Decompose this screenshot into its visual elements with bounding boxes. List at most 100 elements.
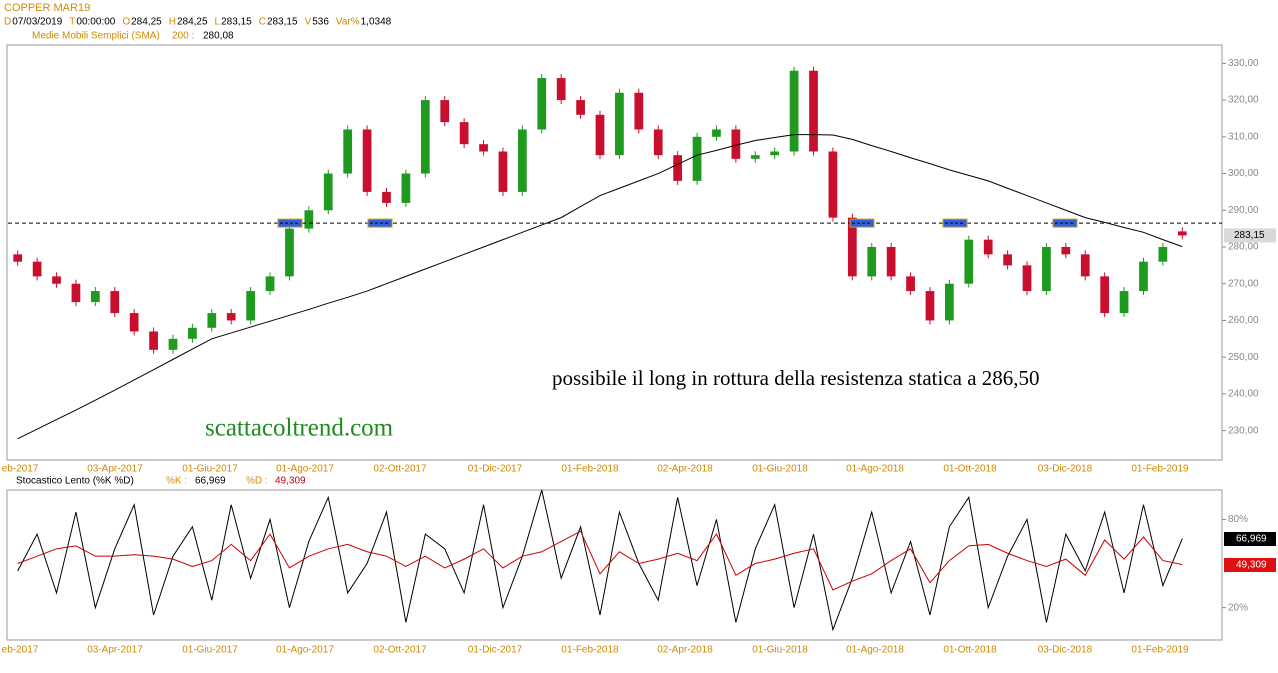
candle-body [188,327,197,339]
candle-body [285,228,294,277]
candle-body [1177,231,1187,236]
candle-body [498,151,508,192]
x-tick-label: 01-Dic-2017 [468,645,523,656]
watermark: scattacoltrend.com [205,415,394,442]
candle-body [906,276,915,292]
x-tick-label: 02-Ott-2017 [373,645,427,656]
info-key: T [69,17,75,28]
candle-body [925,291,935,321]
candle-body [692,136,702,181]
candle-body [420,100,430,174]
symbol: COPPER MAR19 [4,2,90,14]
candle-body [226,313,236,321]
y-tick-label: 240,00 [1228,389,1259,400]
sma-last: 280,08 [203,31,234,42]
candle-body [71,283,81,303]
candle-body [207,313,217,328]
candle-body [1080,254,1090,277]
candle-body [653,129,663,156]
y-tick-label: 310,00 [1228,131,1259,142]
annotation: possibile il long in rottura della resis… [552,366,1040,390]
legend-value: 66,969 [195,476,226,487]
x-tick-label: 03-Dic-2018 [1038,645,1093,656]
info-value: 283,15 [267,17,298,28]
sma-line [17,134,1183,440]
candle-body [13,254,23,262]
candle-body [615,92,624,156]
x-tick-label: eb-2017 [2,464,39,475]
y-tick-label: 330,00 [1228,58,1259,69]
sma-name: Medie Mobili Semplici (SMA) [32,31,160,42]
info-key: Var% [336,17,360,28]
candle-body [770,151,780,156]
candle-body [52,276,61,284]
info-key: D [4,17,11,28]
x-tick-label: 02-Ott-2017 [373,464,427,475]
last-value-tag [1224,558,1276,572]
candle-body [537,78,547,130]
candle-body [1158,246,1168,262]
candle-body [110,291,120,314]
candle-body [847,217,857,277]
info-value: 283,15 [221,17,252,28]
candle-body [828,151,838,218]
y-tick-label: 320,00 [1228,95,1259,106]
info-value: 00:00:00 [76,17,115,28]
stoch-line [17,489,1183,632]
info-key: V [305,17,312,28]
y-tick-label: 270,00 [1228,278,1259,289]
candle-body [265,276,275,292]
y-tick-label: 300,00 [1228,168,1259,179]
stoch-line [17,530,1183,591]
x-tick-label: 01-Ago-2018 [846,645,904,656]
candle-body [517,129,527,192]
x-tick-label: 01-Ago-2017 [276,464,334,475]
x-tick-label: 01-Ago-2017 [276,645,334,656]
x-tick-label: 01-Giu-2017 [182,645,238,656]
candle-body [246,291,255,321]
last-value-label: 66,969 [1236,534,1267,545]
candle-body [712,129,721,137]
candle-body [1139,261,1148,292]
candle-body [886,246,896,277]
y-tick-label: 80% [1228,514,1248,525]
candle-body [343,129,353,174]
x-tick-label: 03-Dic-2018 [1038,464,1093,475]
candle-body [168,338,178,350]
candle-body [1119,291,1129,314]
candle-body [401,173,411,203]
x-tick-label: 01-Ago-2018 [846,464,904,475]
info-value: 284,25 [131,17,162,28]
candle-body [634,92,644,130]
info-key: O [122,17,130,28]
candle-body [576,100,585,115]
legend-value: 49,309 [275,476,306,487]
info-value: 284,25 [177,17,208,28]
legend-name: %D : [246,476,268,487]
candle-body [382,191,391,203]
y-tick-label: 230,00 [1228,425,1259,436]
info-key: C [259,17,266,28]
candle-body [867,246,877,277]
candle-body [964,239,974,284]
candle-body [459,122,469,145]
candle-body [129,313,139,332]
y-tick-label: 20% [1228,602,1248,613]
candle-body [731,129,741,159]
info-value: 1,0348 [361,17,392,28]
last-price-tag [1224,228,1276,243]
y-tick-label: 280,00 [1228,242,1259,253]
x-tick-label: 01-Ott-2018 [943,645,997,656]
info-key: H [169,17,176,28]
candle-body [1042,246,1051,292]
last-value-tag [1224,532,1276,546]
x-tick-label: 01-Feb-2018 [561,645,619,656]
candle-body [362,129,372,192]
candle-body [32,261,42,277]
candle-body [1003,254,1012,266]
x-tick-label: 01-Giu-2018 [752,645,808,656]
legend-name: %K : [166,476,187,487]
x-tick-label: 01-Feb-2019 [1131,645,1189,656]
candle-body [440,100,450,123]
